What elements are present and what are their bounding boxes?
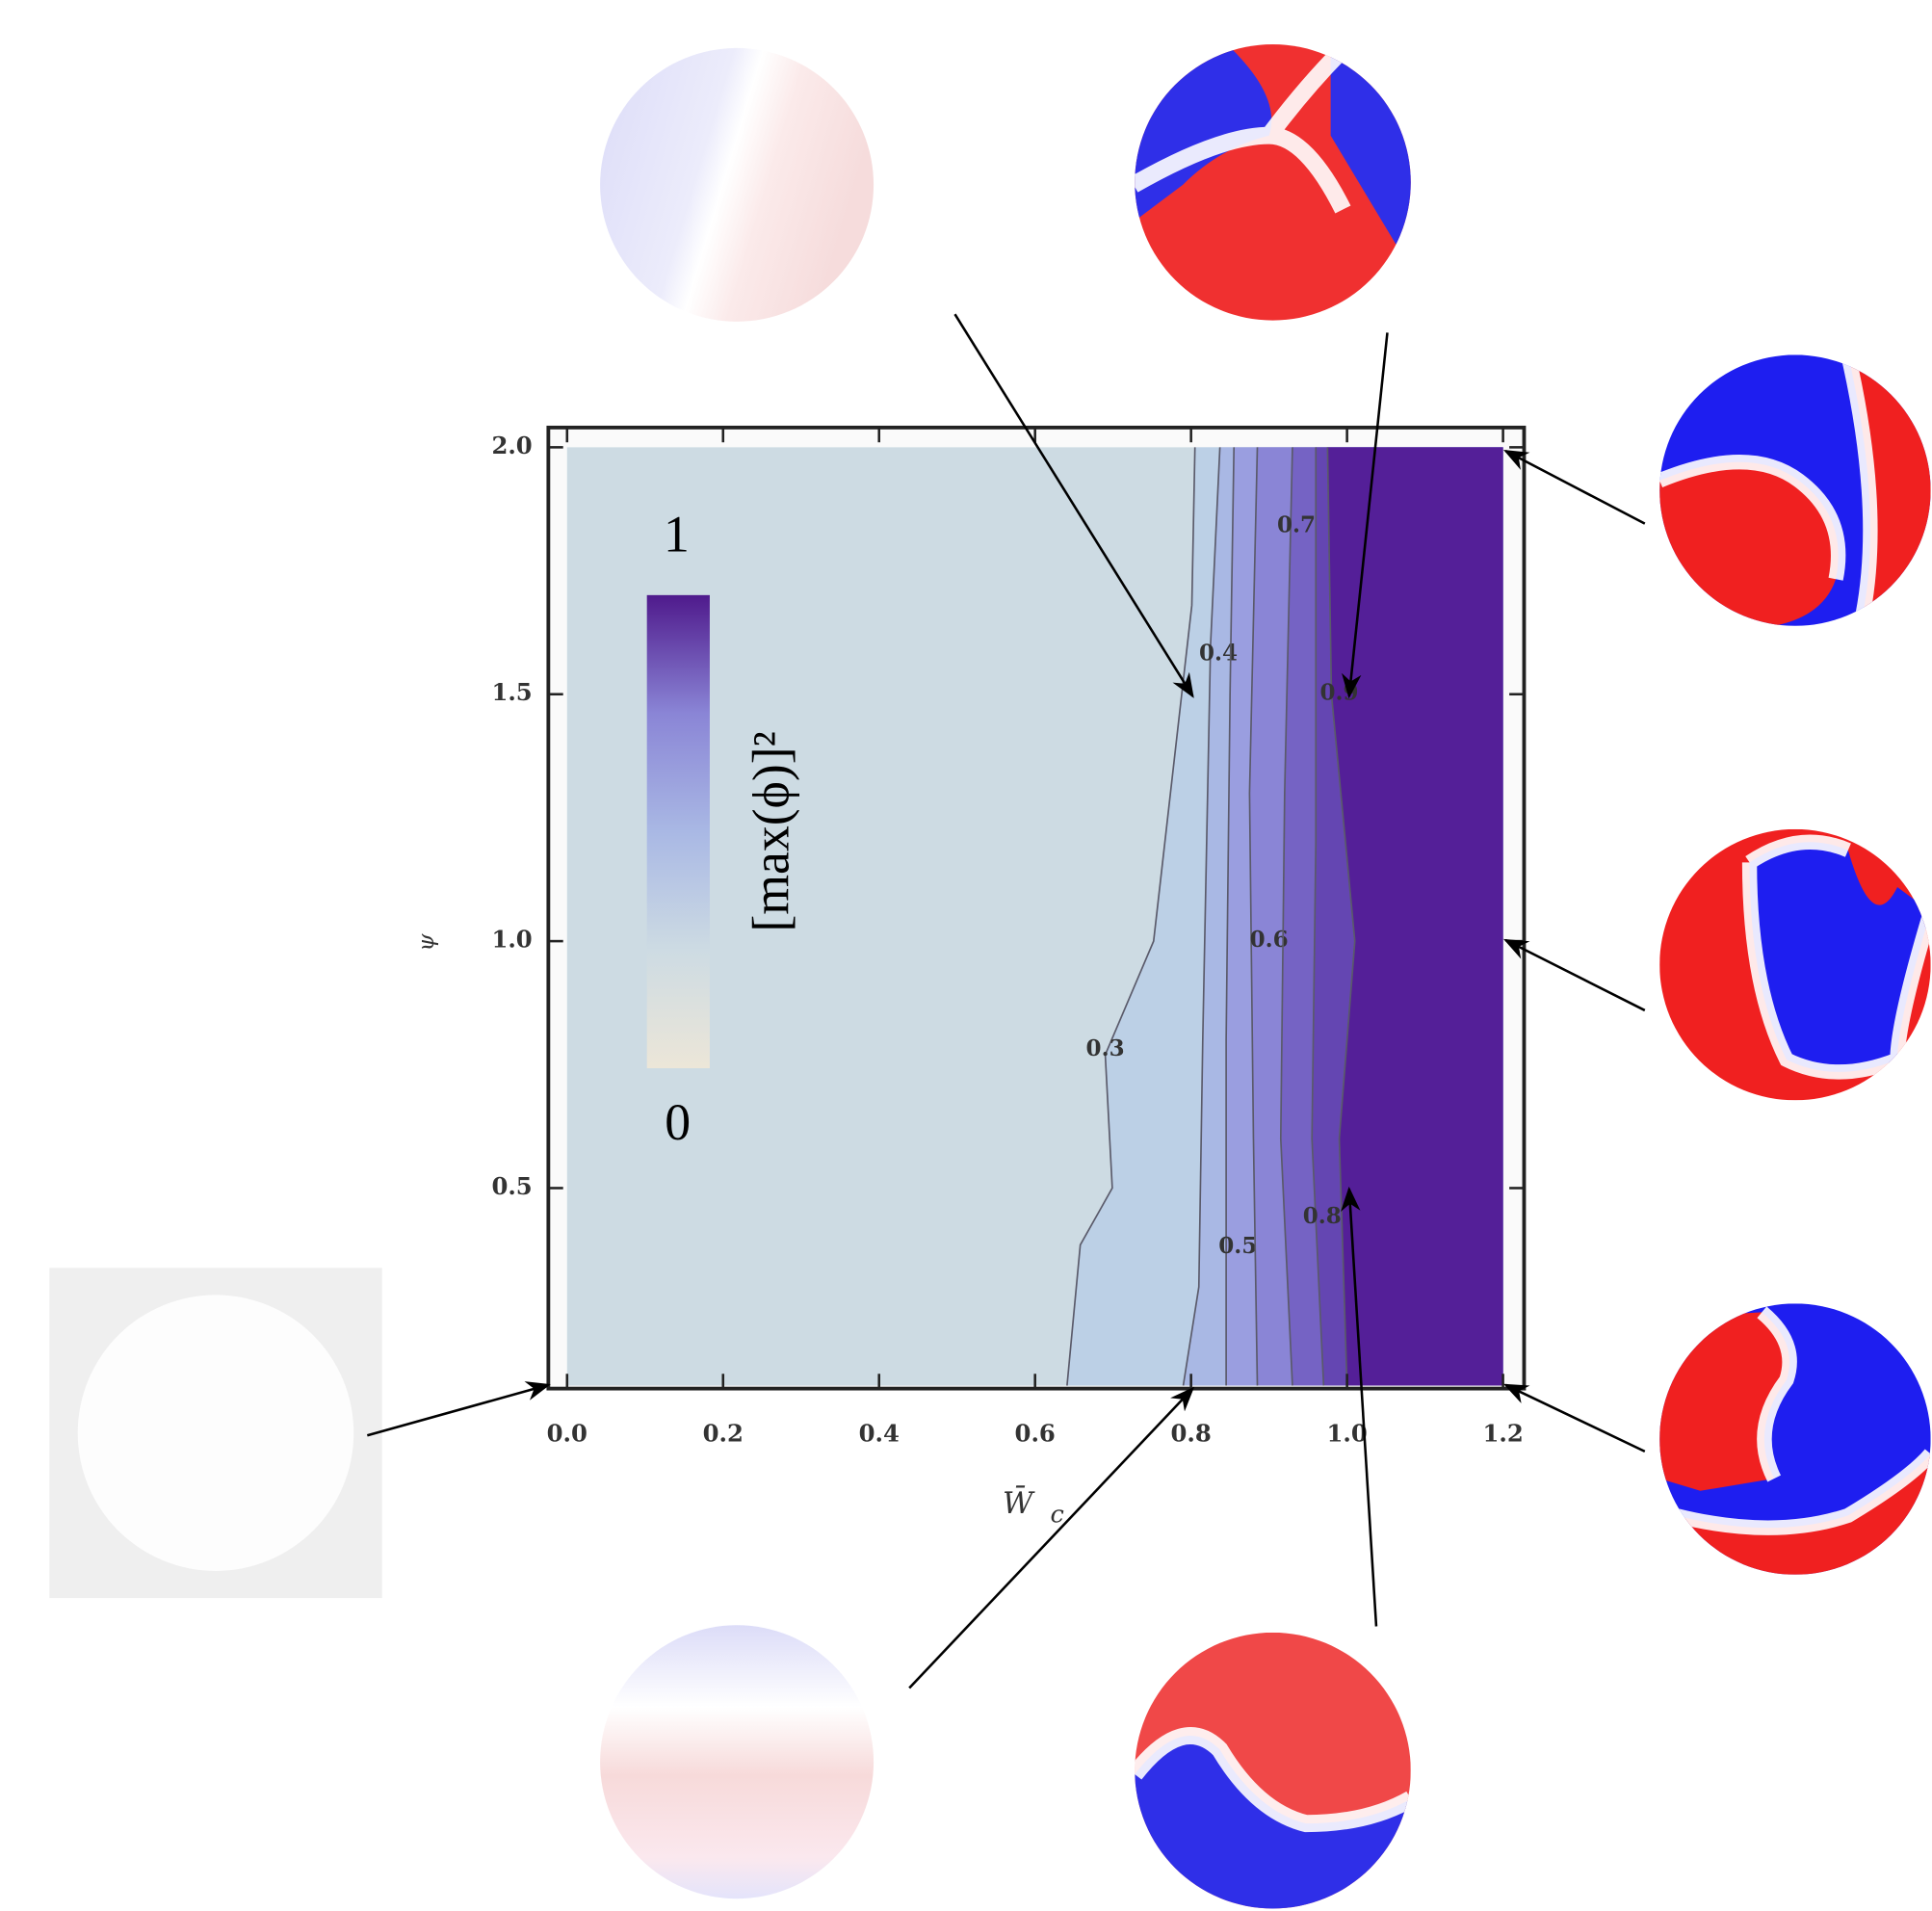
y-tick-label: 2.0 [491, 432, 532, 459]
page: 0.30.40.50.60.70.80.90.00.20.40.60.81.01… [0, 0, 1932, 1911]
contour-label: 0.7 [1277, 511, 1316, 537]
x-tick-label: 0.0 [547, 1420, 587, 1448]
x-tick-label: 0.2 [703, 1420, 744, 1448]
x-tick-label: 0.8 [1171, 1420, 1212, 1448]
figure: 0.30.40.50.60.70.80.90.00.20.40.60.81.01… [0, 0, 1932, 1911]
contour-band [1327, 447, 1502, 1385]
contour-label: 0.8 [1303, 1203, 1342, 1229]
y-tick-label: 0.5 [491, 1172, 532, 1200]
x-axis-label: W̄ [1003, 1486, 1035, 1522]
colorbar-label: [max(ϕ)]² [742, 731, 799, 931]
y-tick-label: 1.5 [491, 678, 532, 706]
x-tick-label: 1.0 [1326, 1420, 1367, 1448]
contour-label: 0.3 [1086, 1035, 1125, 1061]
y-tick-label: 1.0 [491, 926, 532, 954]
x-tick-label: 0.4 [859, 1420, 900, 1448]
contour-label: 0.9 [1320, 680, 1359, 706]
contour-label: 0.4 [1199, 641, 1238, 667]
x-axis-label-subscript: c [1050, 1500, 1063, 1529]
x-tick-label: 0.6 [1015, 1420, 1056, 1448]
colorbar [647, 595, 710, 1068]
y-axis-label: ψ [414, 933, 439, 952]
x-tick-label: 1.2 [1482, 1420, 1523, 1448]
contour-label: 0.5 [1218, 1233, 1257, 1259]
colorbar-tick: 0 [665, 1093, 691, 1151]
colorbar-tick: 1 [664, 506, 690, 563]
